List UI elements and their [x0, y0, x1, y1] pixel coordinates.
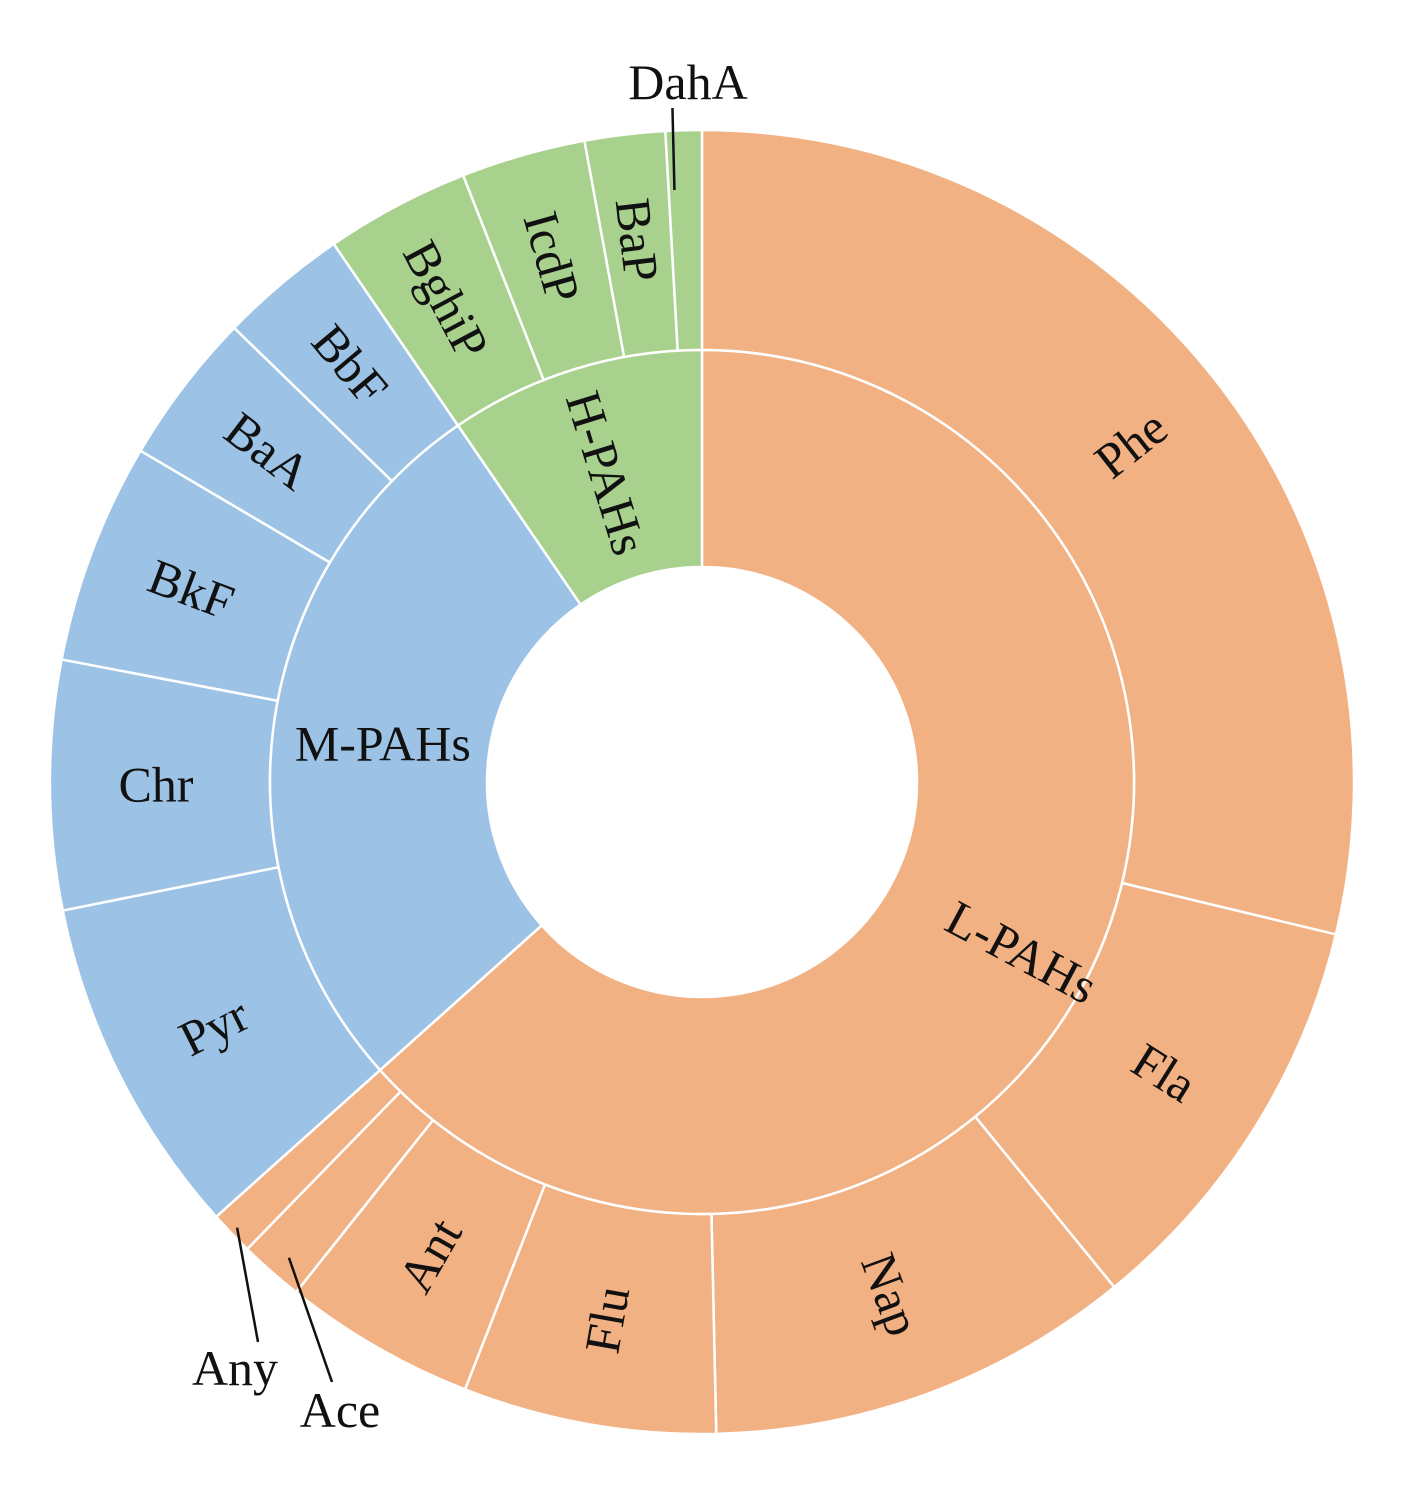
chart-callouts — [235, 107, 676, 1383]
chart-segments — [48, 128, 1356, 1436]
label-any: Any — [192, 1340, 278, 1396]
label-chr: Chr — [118, 756, 194, 812]
leader-line-ace — [287, 1257, 334, 1383]
label-daha: DahA — [628, 54, 747, 110]
leader-line-daha — [671, 107, 676, 191]
leader-line-any — [235, 1227, 260, 1343]
label-ace: Ace — [300, 1382, 381, 1438]
group-label-m-pahs: M-PAHs — [295, 715, 471, 771]
label-flu: Flu — [574, 1282, 641, 1357]
group-h-pahs — [456, 348, 704, 606]
group-l-pahs — [378, 348, 1136, 1216]
group-m-pahs — [268, 424, 582, 1072]
label-bap: BaP — [605, 195, 670, 284]
